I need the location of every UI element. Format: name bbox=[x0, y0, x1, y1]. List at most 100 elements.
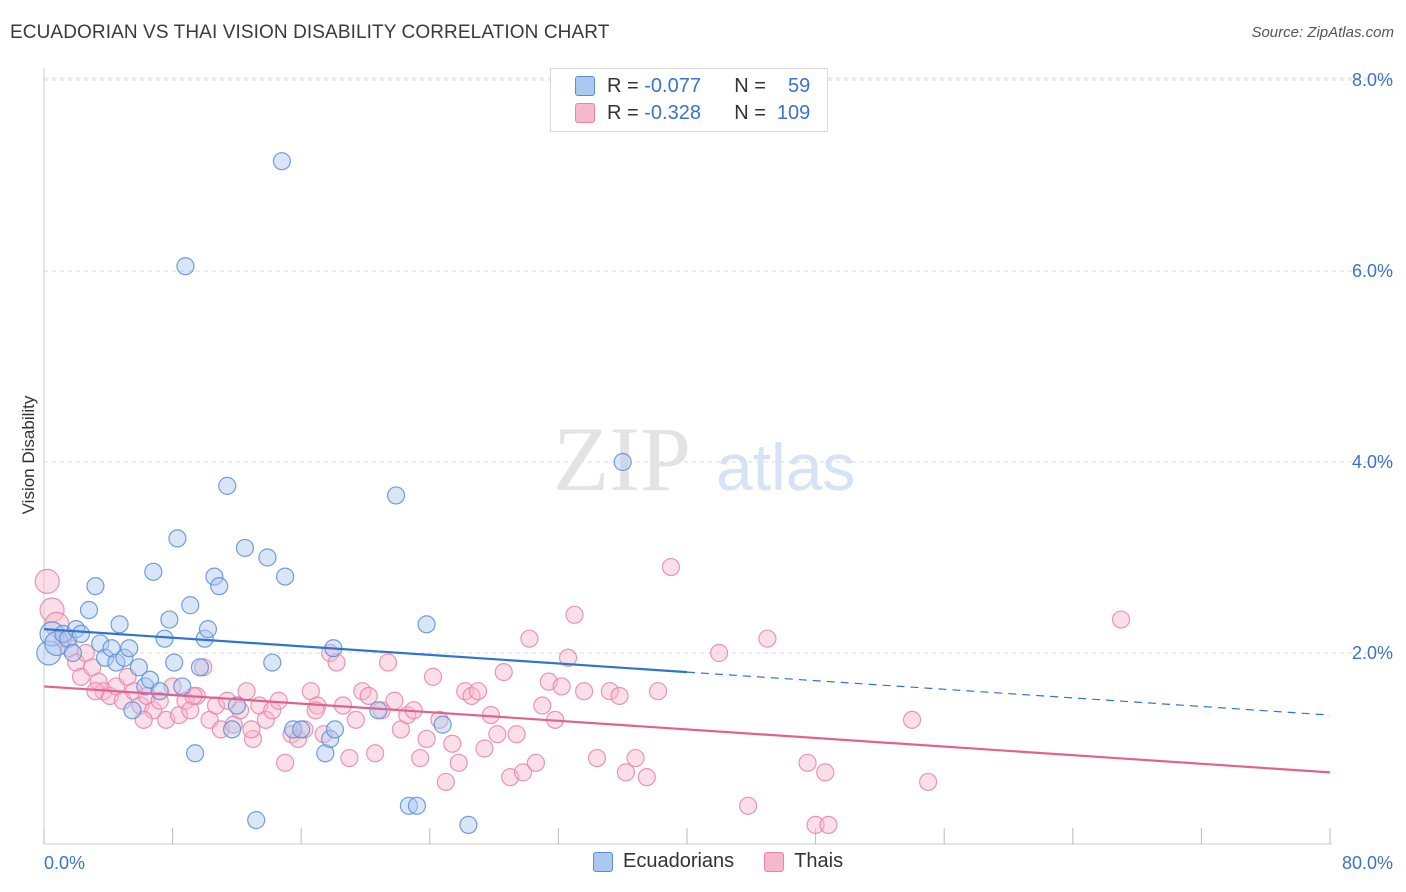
data-point bbox=[91, 634, 110, 653]
legend-n-value: 59 bbox=[788, 74, 811, 97]
y-tick-label: 6.0% bbox=[1352, 261, 1393, 281]
series-ecuadorians bbox=[36, 152, 632, 835]
series-legend: Ecuadorians Thais bbox=[593, 850, 873, 873]
data-point bbox=[637, 768, 656, 787]
data-point bbox=[378, 653, 398, 672]
data-point bbox=[242, 720, 261, 739]
data-point bbox=[407, 796, 427, 815]
legend-swatch-thais bbox=[575, 103, 595, 123]
legend-r-value: -0.328 bbox=[644, 101, 701, 124]
data-point bbox=[417, 729, 436, 749]
data-point bbox=[247, 811, 266, 830]
data-point bbox=[316, 744, 335, 763]
data-point bbox=[758, 629, 777, 648]
data-point bbox=[210, 577, 229, 596]
y-tick-label: 4.0% bbox=[1352, 452, 1393, 472]
trend-lines bbox=[43, 628, 1331, 774]
data-point bbox=[272, 152, 292, 171]
source-label: Source: ZipAtlas.com bbox=[1251, 24, 1394, 41]
data-point bbox=[243, 729, 263, 749]
data-point bbox=[587, 748, 607, 768]
data-point bbox=[552, 677, 571, 696]
data-point bbox=[526, 753, 545, 772]
data-point bbox=[366, 744, 385, 763]
data-point bbox=[385, 691, 404, 710]
legend-label-thais: Thais bbox=[794, 850, 844, 872]
data-point bbox=[86, 577, 105, 596]
data-point bbox=[321, 729, 340, 749]
data-point bbox=[558, 648, 578, 667]
legend-n-value: 109 bbox=[776, 101, 811, 124]
data-point bbox=[626, 748, 645, 768]
data-point bbox=[190, 658, 210, 677]
data-point bbox=[144, 701, 163, 720]
data-point bbox=[115, 648, 134, 667]
data-point bbox=[198, 620, 218, 639]
data-point bbox=[63, 643, 83, 663]
data-point bbox=[520, 629, 539, 648]
data-point bbox=[186, 744, 205, 763]
legend-row-thais: R = -0.328 N = 109 bbox=[575, 100, 810, 126]
data-point bbox=[165, 653, 184, 672]
data-point bbox=[806, 815, 825, 835]
data-point bbox=[263, 653, 282, 672]
data-point bbox=[488, 725, 507, 744]
data-point bbox=[816, 763, 835, 782]
data-point bbox=[327, 653, 346, 672]
legend-r-value: -0.077 bbox=[644, 74, 701, 97]
data-point bbox=[494, 662, 513, 682]
legend-n-label: N = bbox=[734, 101, 766, 124]
data-point bbox=[436, 772, 455, 792]
data-point bbox=[819, 815, 838, 835]
data-point bbox=[648, 682, 668, 701]
legend-item-ecuadorians[interactable]: Ecuadorians bbox=[593, 850, 734, 873]
data-point bbox=[123, 701, 142, 720]
data-point bbox=[902, 710, 922, 729]
data-point bbox=[600, 682, 619, 701]
data-point bbox=[71, 624, 91, 644]
data-point bbox=[369, 701, 388, 720]
data-point bbox=[423, 667, 443, 686]
data-point bbox=[565, 605, 584, 624]
y-tick-label: 2.0% bbox=[1352, 643, 1393, 663]
data-point bbox=[610, 686, 629, 706]
data-point bbox=[44, 630, 70, 657]
y-tick-labels: 2.0% 4.0% 6.0% 8.0% bbox=[1352, 70, 1393, 663]
data-point bbox=[340, 748, 359, 768]
axes bbox=[43, 68, 1332, 845]
watermark: ZIP atlas bbox=[553, 408, 855, 510]
y-tick-label: 8.0% bbox=[1352, 70, 1393, 90]
data-point bbox=[144, 562, 163, 581]
data-point bbox=[513, 763, 533, 782]
data-point bbox=[346, 710, 365, 729]
legend-item-thais[interactable]: Thais bbox=[764, 850, 843, 873]
data-point bbox=[417, 615, 436, 634]
data-point bbox=[359, 686, 378, 706]
trend-line-thais bbox=[43, 685, 1331, 774]
data-point bbox=[181, 596, 200, 615]
data-point bbox=[798, 753, 817, 772]
data-point bbox=[468, 682, 488, 701]
data-point bbox=[616, 763, 636, 782]
data-point bbox=[129, 658, 148, 677]
data-point bbox=[168, 529, 187, 548]
data-point bbox=[218, 476, 237, 495]
data-point bbox=[102, 639, 121, 658]
data-point bbox=[120, 639, 139, 658]
data-point bbox=[222, 720, 242, 739]
trend-line-ecuadorians-extension bbox=[686, 671, 1331, 716]
data-point bbox=[475, 739, 494, 758]
data-point bbox=[738, 796, 758, 815]
data-point bbox=[237, 682, 256, 701]
data-point bbox=[325, 720, 345, 739]
data-point bbox=[575, 682, 594, 701]
data-point bbox=[276, 753, 295, 772]
data-point bbox=[443, 734, 462, 753]
data-point bbox=[258, 548, 277, 567]
x-tick-label-min: 0.0% bbox=[44, 853, 85, 873]
data-point bbox=[288, 729, 308, 749]
x-tick-label-max: 80.0% bbox=[1342, 853, 1393, 873]
data-point bbox=[173, 677, 192, 696]
data-point bbox=[95, 648, 115, 667]
